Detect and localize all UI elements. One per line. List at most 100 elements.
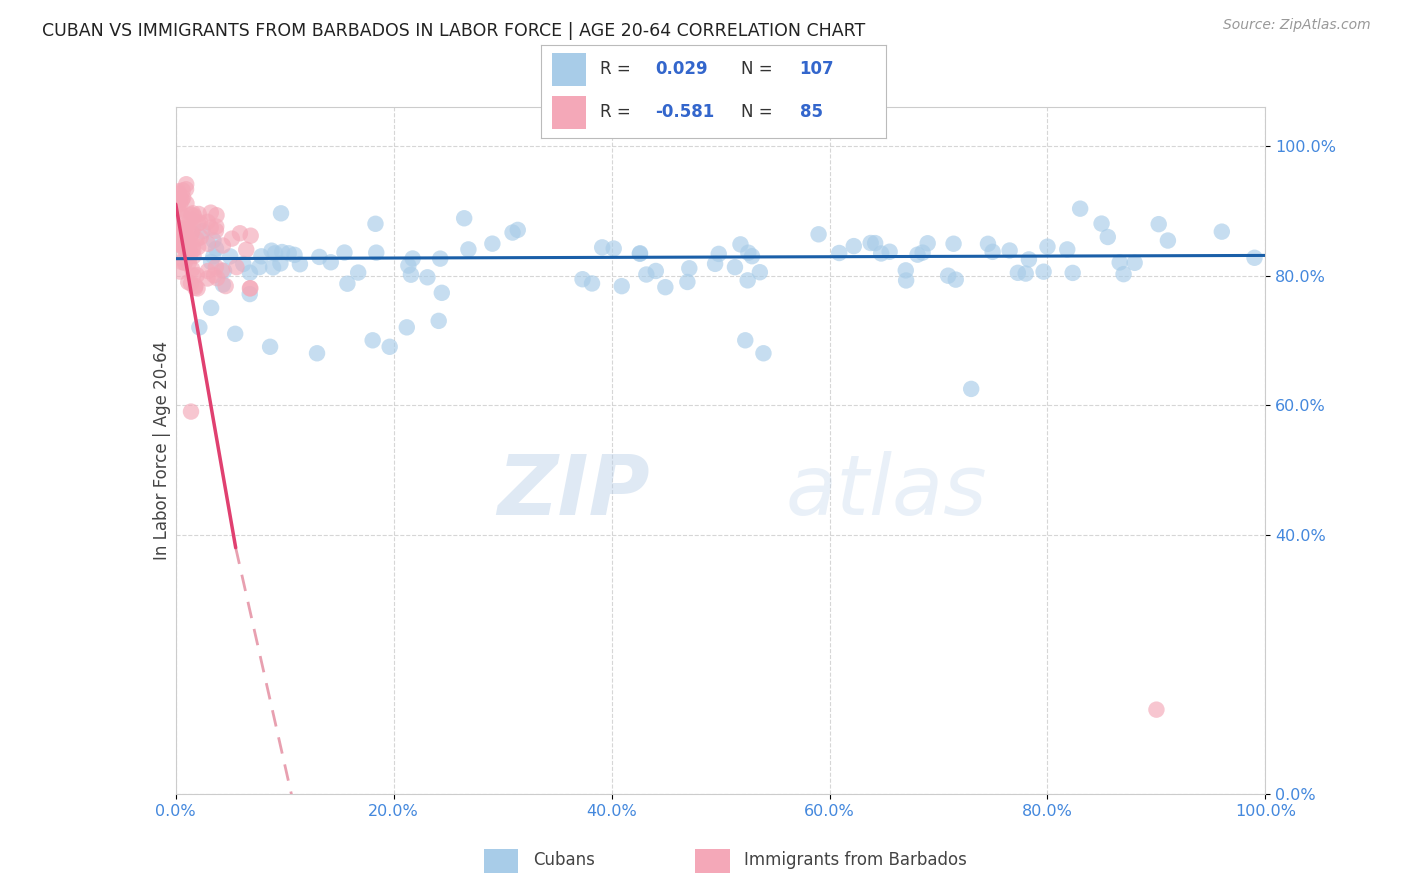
Point	[591, 240, 613, 254]
Point	[200, 205, 222, 219]
Point	[453, 211, 475, 226]
Point	[172, 183, 194, 197]
Point	[942, 236, 965, 251]
Point	[177, 255, 200, 269]
Point	[859, 235, 882, 250]
Point	[225, 260, 247, 274]
Point	[172, 239, 194, 253]
Point	[174, 228, 197, 243]
Point	[1108, 255, 1130, 269]
Point	[202, 249, 225, 263]
Point	[977, 236, 1000, 251]
Point	[172, 210, 194, 224]
Bar	[551, 96, 586, 129]
Point	[200, 220, 222, 235]
Point	[1069, 202, 1091, 216]
Point	[205, 271, 228, 285]
Point	[174, 223, 197, 237]
Point	[724, 260, 747, 274]
Point	[264, 246, 287, 260]
Point	[170, 238, 193, 252]
Point	[239, 281, 262, 295]
Point	[179, 249, 201, 263]
Point	[170, 229, 193, 244]
Point	[366, 245, 388, 260]
Point	[173, 223, 195, 237]
Point	[247, 260, 270, 274]
Point	[936, 268, 959, 283]
Point	[219, 249, 242, 263]
Point	[347, 266, 370, 280]
Y-axis label: In Labor Force | Age 20-64: In Labor Force | Age 20-64	[153, 341, 172, 560]
Point	[1147, 217, 1170, 231]
Point	[181, 221, 204, 235]
Point	[186, 232, 208, 246]
Point	[200, 301, 222, 315]
Point	[879, 244, 901, 259]
Point	[174, 182, 197, 196]
Point	[427, 314, 450, 328]
Point	[319, 255, 342, 269]
Point	[1036, 240, 1059, 254]
Point	[707, 247, 730, 261]
Point	[180, 227, 202, 241]
Point	[167, 203, 190, 218]
Point	[305, 346, 328, 360]
Point	[1157, 234, 1180, 248]
Point	[187, 207, 209, 221]
Point	[998, 244, 1021, 258]
Point	[654, 280, 676, 294]
Point	[169, 197, 191, 211]
Point	[283, 248, 305, 262]
Point	[187, 216, 209, 230]
Point	[917, 236, 939, 251]
Point	[502, 226, 524, 240]
Point	[169, 224, 191, 238]
Point	[172, 191, 194, 205]
Point	[235, 243, 257, 257]
Point	[184, 278, 207, 293]
Point	[224, 326, 246, 341]
Point	[181, 206, 204, 220]
Point	[1062, 266, 1084, 280]
Point	[181, 268, 204, 283]
Point	[167, 184, 190, 198]
Point	[571, 272, 593, 286]
Point	[239, 266, 262, 280]
Point	[960, 382, 983, 396]
Point	[212, 264, 235, 278]
Point	[250, 249, 273, 263]
Point	[183, 209, 205, 223]
Point	[183, 249, 205, 263]
Point	[1097, 230, 1119, 244]
Point	[1015, 267, 1038, 281]
Point	[186, 268, 208, 282]
Point	[180, 404, 202, 418]
Point	[678, 261, 700, 276]
Point	[416, 270, 439, 285]
Point	[378, 340, 401, 354]
Point	[172, 255, 194, 269]
Point	[239, 228, 262, 243]
Point	[737, 245, 759, 260]
Point	[169, 237, 191, 252]
Point	[842, 239, 865, 253]
Point	[188, 215, 211, 229]
Point	[232, 257, 254, 271]
Point	[610, 279, 633, 293]
Point	[177, 236, 200, 251]
Point	[174, 242, 197, 256]
Point	[333, 245, 356, 260]
Point	[1112, 267, 1135, 281]
Point	[308, 250, 330, 264]
Point	[457, 243, 479, 257]
Point	[894, 263, 917, 277]
Point	[205, 208, 228, 222]
Point	[205, 242, 228, 256]
Point	[1018, 252, 1040, 267]
Point	[202, 268, 225, 283]
Point	[191, 224, 214, 238]
Point	[180, 208, 202, 222]
Point	[269, 256, 291, 270]
Point	[581, 277, 603, 291]
